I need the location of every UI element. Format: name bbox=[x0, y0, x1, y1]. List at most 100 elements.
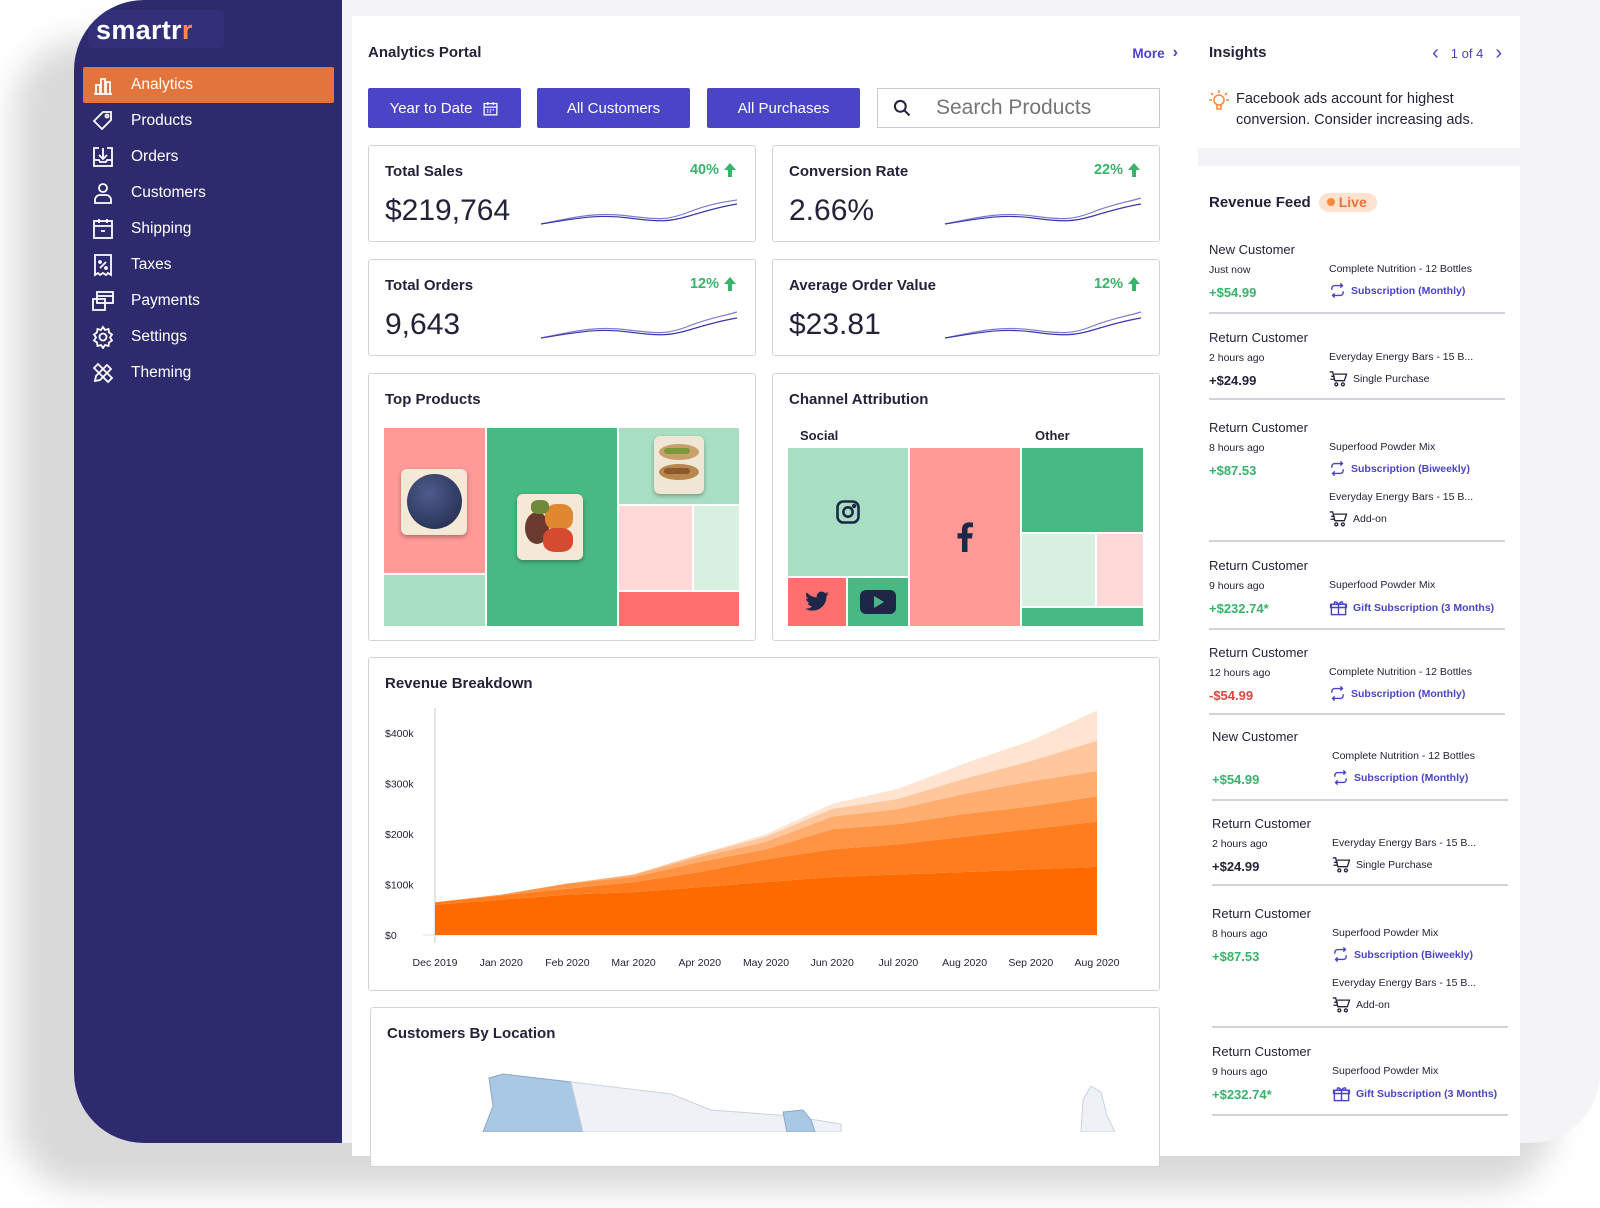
entry-time: 2 hours ago bbox=[1209, 352, 1265, 364]
chevron-right-icon: › bbox=[1172, 44, 1178, 61]
pager-text: 1 of 4 bbox=[1450, 46, 1484, 61]
x-tick-label: Aug 2020 bbox=[1075, 957, 1120, 969]
product-name: Everyday Energy Bars - 15 B... bbox=[1329, 351, 1474, 363]
sidebar-item-products[interactable]: Products bbox=[83, 103, 334, 139]
sparkline bbox=[944, 197, 1142, 225]
entry-time: 8 hours ago bbox=[1212, 928, 1268, 940]
product-name: Complete Nutrition - 12 Bottles bbox=[1329, 666, 1472, 678]
customers-filter-button[interactable]: All Customers bbox=[537, 88, 690, 128]
feed-entry[interactable]: New Customer +$54.99 Complete Nutrition - … bbox=[1212, 729, 1508, 801]
sidebar: smartrr Analytics Products Orders Custom… bbox=[74, 0, 342, 1143]
sidebar-item-shipping[interactable]: Shipping bbox=[83, 211, 334, 247]
kpi-title: Average Order Value bbox=[789, 277, 937, 294]
kpi-card-average-order-value[interactable]: Average Order Value 12% $23.81 bbox=[772, 259, 1160, 356]
x-tick-label: Sep 2020 bbox=[1008, 957, 1053, 969]
area-series-0[interactable] bbox=[435, 866, 1097, 935]
area-series-3[interactable] bbox=[435, 771, 1097, 903]
feed-entry[interactable]: Return Customer 9 hours ago +$232.74* Super… bbox=[1209, 558, 1505, 630]
customer-type: Return Customer bbox=[1212, 1044, 1311, 1059]
treemap-tile[interactable] bbox=[619, 592, 739, 626]
chevron-right-icon[interactable]: › bbox=[1495, 42, 1502, 64]
search-box[interactable] bbox=[877, 88, 1160, 128]
treemap-tile[interactable] bbox=[384, 575, 485, 626]
cart-icon bbox=[1332, 856, 1356, 873]
treemap-tile[interactable] bbox=[1022, 608, 1143, 626]
x-tick-label: Jun 2020 bbox=[811, 957, 854, 969]
feed-entry[interactable]: Return Customer 8 hours ago +$87.53 Superfo… bbox=[1209, 420, 1505, 542]
more-link[interactable]: More › bbox=[1132, 44, 1178, 62]
treemap-tile[interactable] bbox=[694, 506, 739, 590]
chevron-left-icon[interactable]: ‹ bbox=[1432, 42, 1439, 64]
feed-entry[interactable]: Return Customer 2 hours ago +$24.99 Everyda… bbox=[1209, 330, 1505, 400]
sidebar-item-label: Customers bbox=[131, 184, 206, 201]
search-input[interactable] bbox=[936, 96, 1156, 120]
kpi-delta-value: 12% bbox=[1093, 276, 1123, 292]
kpi-card-total-sales[interactable]: Total Sales 40% $219,764 bbox=[368, 145, 756, 242]
purchase-type-label: Single Purchase bbox=[1353, 372, 1430, 385]
feed-entry[interactable]: New Customer Just now +$54.99 Complete Nutr… bbox=[1209, 242, 1505, 314]
feed-entry[interactable]: Return Customer 8 hours ago +$87.53 Superfo… bbox=[1212, 906, 1508, 1028]
arrow-up-icon bbox=[1128, 277, 1140, 291]
kpi-delta: 22% bbox=[1094, 162, 1141, 178]
twitter-tile[interactable] bbox=[788, 578, 846, 626]
card-title: Top Products bbox=[385, 391, 481, 408]
customer-type: Return Customer bbox=[1209, 558, 1308, 573]
x-tick-label: Aug 2020 bbox=[942, 957, 987, 969]
pencil-ruler-icon bbox=[92, 362, 114, 384]
purchase-type-label: Add-on bbox=[1356, 998, 1390, 1011]
arrow-up-icon bbox=[1128, 163, 1140, 177]
customers-filter-label: All Customers bbox=[566, 99, 661, 117]
feed-title-text: Revenue Feed bbox=[1209, 194, 1311, 211]
live-label: Live bbox=[1338, 194, 1367, 210]
facebook-icon bbox=[957, 522, 973, 552]
instagram-tile[interactable] bbox=[788, 448, 908, 576]
y-tick-label: $200k bbox=[385, 829, 414, 841]
sidebar-item-label: Theming bbox=[131, 364, 192, 381]
sidebar-item-taxes[interactable]: Taxes bbox=[83, 247, 334, 283]
facebook-tile[interactable] bbox=[910, 448, 1020, 626]
kpi-value: $23.81 bbox=[789, 308, 881, 341]
card-title: Revenue Breakdown bbox=[385, 675, 533, 692]
receipt-percent-icon bbox=[94, 254, 112, 277]
purchases-filter-button[interactable]: All Purchases bbox=[707, 88, 860, 128]
feed-entry[interactable]: Return Customer 2 hours ago +$24.99 Everyda… bbox=[1212, 816, 1508, 886]
youtube-icon bbox=[860, 590, 896, 614]
x-tick-label: Jul 2020 bbox=[879, 957, 919, 969]
x-tick-label: Jan 2020 bbox=[480, 957, 523, 969]
treemap-label-social: Social bbox=[800, 428, 839, 443]
gear-icon bbox=[92, 325, 114, 349]
sidebar-item-analytics[interactable]: Analytics bbox=[83, 67, 334, 103]
kpi-card-conversion-rate[interactable]: Conversion Rate 22% 2.66% bbox=[772, 145, 1160, 242]
entry-time: Just now bbox=[1209, 264, 1251, 276]
sidebar-item-customers[interactable]: Customers bbox=[83, 175, 334, 211]
purchase-type-label: Add-on bbox=[1353, 512, 1387, 525]
sidebar-item-orders[interactable]: Orders bbox=[83, 139, 334, 175]
sidebar-item-settings[interactable]: Settings bbox=[83, 319, 334, 355]
product-name: Superfood Powder Mix bbox=[1332, 1065, 1439, 1077]
treemap-tile[interactable] bbox=[1022, 448, 1143, 532]
x-tick-label: Apr 2020 bbox=[678, 957, 721, 969]
treemap-tile[interactable] bbox=[1022, 534, 1095, 606]
youtube-tile[interactable] bbox=[848, 578, 908, 626]
purchase-type-label: Single Purchase bbox=[1356, 858, 1433, 871]
feed-entry[interactable]: Return Customer 12 hours ago -$54.99 Comple… bbox=[1209, 645, 1505, 715]
x-tick-label: May 2020 bbox=[743, 957, 789, 969]
treemap-tile[interactable] bbox=[619, 506, 692, 590]
area-series-1[interactable] bbox=[435, 821, 1097, 905]
sidebar-item-theming[interactable]: Theming bbox=[83, 355, 334, 391]
logo[interactable]: smartrr bbox=[88, 10, 224, 48]
date-filter-button[interactable]: Year to Date bbox=[368, 88, 521, 128]
channel-attribution-card: Channel Attribution Social Other bbox=[772, 373, 1160, 641]
revenue-feed: Revenue Feed Live New Customer Just now +$… bbox=[1192, 166, 1520, 1156]
entry-time: 9 hours ago bbox=[1212, 1066, 1268, 1078]
product-name: Superfood Powder Mix bbox=[1329, 579, 1436, 591]
repeat-icon bbox=[1329, 685, 1351, 702]
sidebar-item-payments[interactable]: Payments bbox=[83, 283, 334, 319]
entry-amount: -$54.99 bbox=[1209, 688, 1254, 703]
insights-pager: ‹ 1 of 4 › bbox=[1432, 42, 1502, 65]
person-icon bbox=[94, 183, 112, 204]
customer-type: Return Customer bbox=[1209, 330, 1308, 345]
feed-entry[interactable]: Return Customer 9 hours ago +$232.74* Super… bbox=[1212, 1044, 1508, 1116]
kpi-card-total-orders[interactable]: Total Orders 12% 9,643 bbox=[368, 259, 756, 356]
treemap-tile[interactable] bbox=[1097, 534, 1143, 606]
